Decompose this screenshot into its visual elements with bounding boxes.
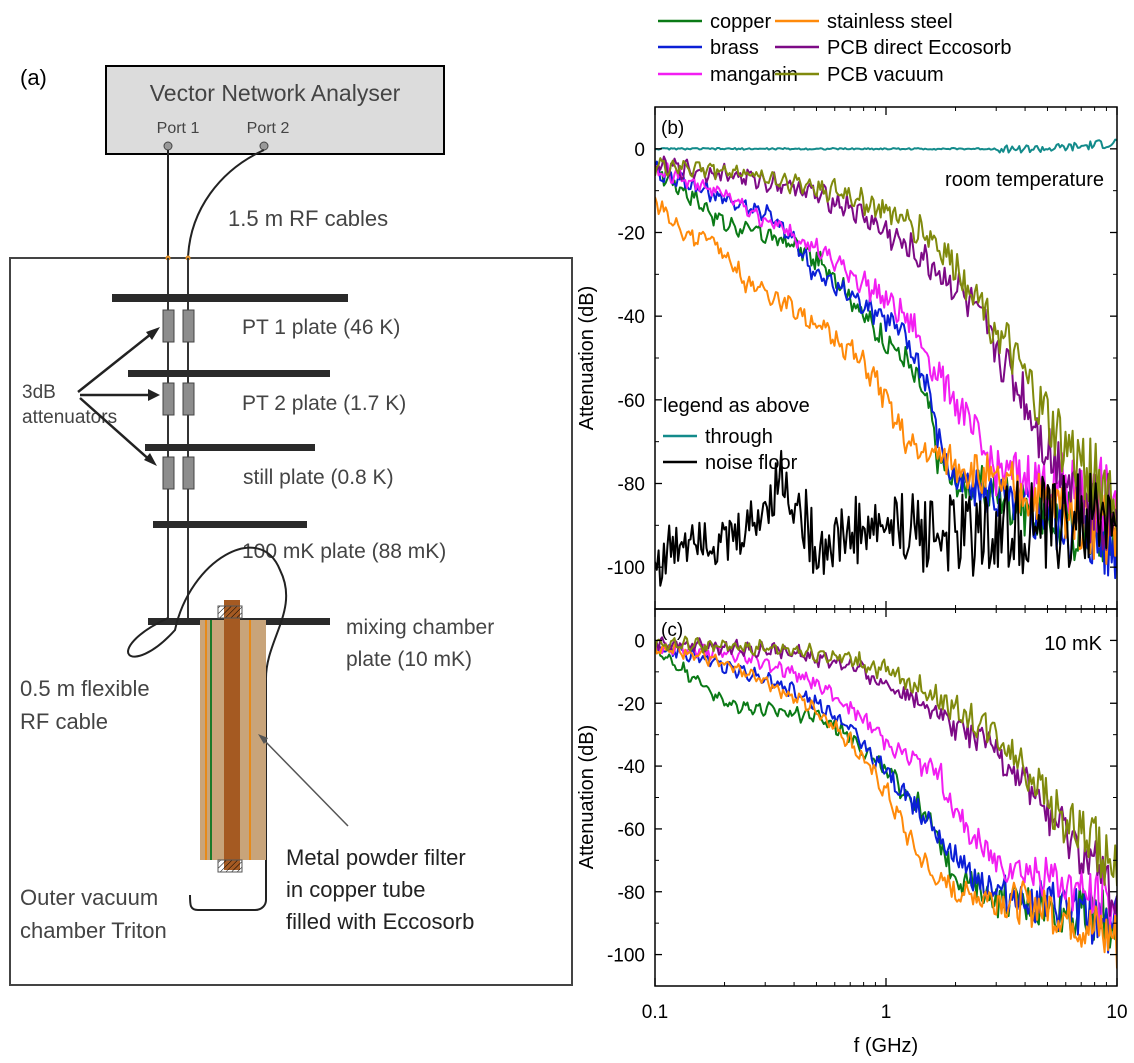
panel-c-label: (c) (661, 620, 683, 641)
filter-cap-bottom (217, 859, 243, 873)
mixing-chamber-label-1: mixing chamber (346, 616, 494, 639)
y-tick-label: -40 (618, 307, 645, 328)
panel-b-ylabel: Attenuation (dB) (576, 286, 598, 431)
flexible-rf-cable (127, 546, 288, 911)
panel-c-ylabel: Attenuation (dB) (576, 725, 598, 870)
100mk-plate (153, 521, 307, 528)
legend-label-brass: brass (710, 37, 759, 59)
attenuators-label-2: attenuators (22, 407, 117, 428)
legend-label-pcb-direct-eccosorb: PCB direct Eccosorb (827, 37, 1012, 59)
pt1-plate-label: PT 1 plate (46 K) (242, 316, 400, 339)
panel-c-series-brass (655, 644, 1117, 954)
panel-b-annotation: room temperature (945, 169, 1104, 191)
port-1-label: Port 1 (157, 120, 200, 137)
y-tick-label: 0 (634, 631, 645, 652)
attenuator (182, 456, 195, 490)
legend-label-pcb-vacuum: PCB vacuum (827, 64, 944, 86)
attenuator-group (162, 309, 195, 490)
y-tick-label: -60 (618, 820, 645, 841)
y-tick-label: -40 (618, 757, 645, 778)
ovc-label-2: chamber Triton (20, 918, 167, 943)
panel-b-label: (b) (661, 118, 684, 139)
legend-label-stainless-steel: stainless steel (827, 11, 953, 33)
attenuators-label-1: 3dB (22, 382, 56, 403)
rf-cable-2 (187, 149, 265, 259)
outer-vacuum-chamber (9, 257, 573, 986)
y-tick-label: -20 (618, 224, 645, 245)
filter-label-1: Metal powder filter (286, 845, 466, 870)
panel-b-axes: 0 -20 -40 -60 -80 -100 (607, 106, 1118, 610)
mixing-chamber-label-2: plate (10 mK) (346, 648, 472, 671)
panel-b-series-manganin (655, 162, 1117, 533)
y-tick-label: -20 (618, 694, 645, 715)
panel-c-series-pcb-vacuum (655, 635, 1117, 887)
attenuator (182, 309, 195, 343)
panel-a-label: (a) (20, 65, 47, 90)
inline-legend-through: through (705, 426, 773, 448)
attenuator (182, 382, 195, 416)
panel-b-series-through (655, 138, 1117, 154)
y-tick-label: -100 (607, 558, 645, 579)
port-1-connector (163, 141, 173, 151)
x-tick-label: 10 (1106, 1002, 1127, 1023)
vna-title: Vector Network Analyser (150, 80, 401, 106)
attenuator (162, 456, 175, 490)
chart-legend: copper brass manganin stainless steel PCB di… (658, 11, 1012, 86)
y-tick-label: -80 (618, 883, 645, 904)
panel-b-series-stainless-steel (655, 196, 1117, 565)
ovc-label-1: Outer vacuum (20, 885, 158, 910)
x-axis-label: f (GHz) (854, 1035, 918, 1057)
attenuator-arrows (77, 327, 160, 466)
metal-powder-filter (200, 600, 266, 873)
filter-pointer-head (258, 734, 268, 744)
100mk-plate-label: 100 mK plate (88 mK) (242, 540, 446, 563)
inline-legend-title: legend as above (663, 395, 810, 417)
pt2-plate-label: PT 2 plate (1.7 K) (242, 392, 406, 415)
filter-pointer (261, 737, 349, 827)
legend-label-copper: copper (710, 11, 771, 33)
attenuator (162, 309, 175, 343)
attenuator (162, 382, 175, 416)
filter-label-3: filled with Eccosorb (286, 909, 474, 934)
flex-cable-label-1: 0.5 m flexible (20, 676, 150, 701)
panel-a-schematic: (a) Vector Network Analyser Port 1 Port … (9, 65, 573, 986)
rf-cables-label: 1.5 m RF cables (228, 206, 388, 231)
x-tick-label: 0.1 (642, 1002, 668, 1023)
panel-c-annotation: 10 mK (1044, 633, 1102, 655)
panel-c-series-stainless-steel (655, 643, 1117, 969)
pt2-plate (128, 370, 330, 377)
inline-legend-noise: noise floor (705, 452, 798, 474)
legend-label-manganin: manganin (710, 64, 798, 86)
flex-cable-label-2: RF cable (20, 709, 108, 734)
panel-b-chart: 0 -20 -40 -60 -80 -100 (b) room temperature l… (576, 106, 1118, 610)
filter-label-2: in copper tube (286, 877, 425, 902)
y-tick-label: -60 (618, 391, 645, 412)
still-plate (145, 444, 315, 451)
y-tick-label: 0 (634, 140, 645, 161)
port-2-label: Port 2 (247, 120, 290, 137)
panel-b-series-noise-floor (655, 449, 1117, 587)
panel-b-series (655, 138, 1117, 587)
panel-c-axes: 0 -20 -40 -60 -80 -100 0.1 1 10 (607, 608, 1128, 1023)
panel-c-series (655, 635, 1117, 969)
filter-core (224, 600, 240, 870)
vna-box (105, 65, 445, 155)
panel-c-series-pcb-direct-eccosorb (655, 636, 1117, 917)
pt1-plate (112, 294, 348, 302)
y-tick-label: -80 (618, 475, 645, 496)
port-2-connector (259, 141, 269, 151)
still-plate-label: still plate (0.8 K) (243, 466, 394, 489)
panel-b-series-pcb-vacuum (655, 157, 1117, 531)
x-tick-label: 1 (881, 1002, 892, 1023)
y-tick-label: -100 (607, 946, 645, 967)
panel-c-chart: 0 -20 -40 -60 -80 -100 0.1 1 10 (c) 10 mK Attenu… (576, 608, 1128, 1057)
filter-cap-top (217, 605, 243, 619)
